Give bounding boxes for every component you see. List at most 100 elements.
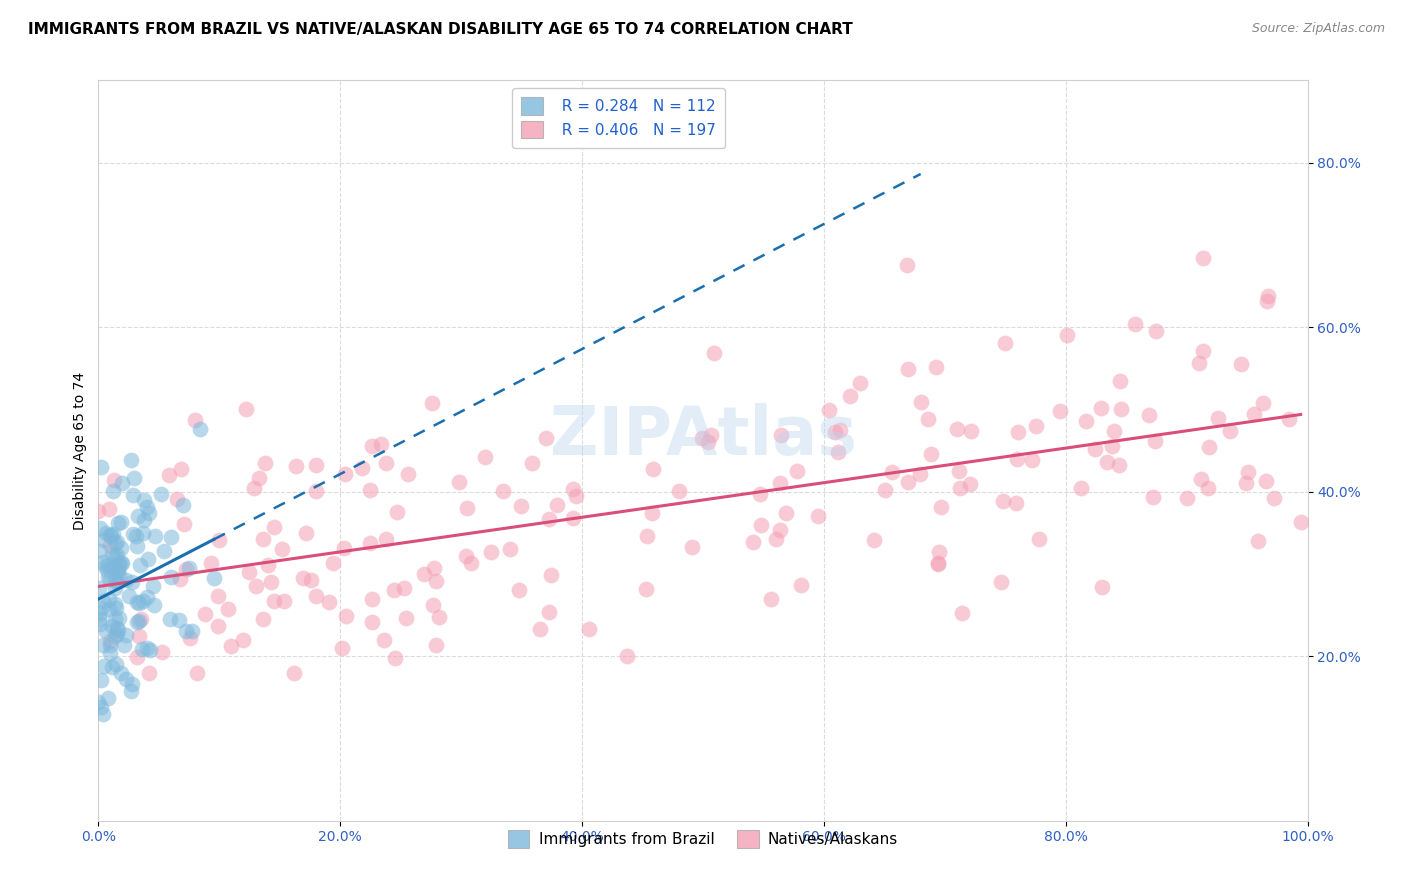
Point — [87, 612, 110, 626]
Point — [1256, 293, 1278, 308]
Point — [91, 555, 114, 569]
Point — [285, 459, 308, 474]
Point — [786, 464, 808, 478]
Point — [150, 645, 173, 659]
Point — [125, 540, 148, 554]
Text: ZIPAtlas: ZIPAtlas — [550, 402, 856, 468]
Point — [98, 633, 121, 648]
Point — [359, 535, 381, 549]
Point — [110, 556, 132, 570]
Point — [917, 412, 939, 426]
Point — [93, 533, 115, 547]
Point — [1108, 458, 1130, 472]
Point — [111, 556, 134, 570]
Point — [396, 467, 419, 481]
Point — [422, 598, 444, 612]
Point — [200, 556, 222, 570]
Point — [960, 424, 983, 438]
Point — [169, 613, 191, 627]
Point — [87, 504, 110, 518]
Point — [395, 611, 418, 625]
Point — [90, 459, 112, 474]
Point — [374, 532, 396, 546]
Point — [927, 557, 949, 571]
Point — [910, 395, 932, 409]
Point — [370, 437, 392, 451]
Point — [128, 596, 150, 610]
Point — [105, 621, 128, 635]
Point — [177, 560, 200, 574]
Point — [456, 501, 478, 516]
Point — [120, 452, 142, 467]
Point — [897, 362, 920, 376]
Point — [425, 638, 447, 652]
Point — [114, 628, 136, 642]
Point — [742, 535, 765, 549]
Point — [118, 589, 141, 603]
Point — [105, 548, 128, 562]
Point — [260, 575, 283, 590]
Point — [616, 648, 638, 663]
Point — [125, 615, 148, 629]
Point — [697, 434, 720, 449]
Point — [1206, 411, 1229, 425]
Point — [824, 425, 846, 439]
Text: IMMIGRANTS FROM BRAZIL VS NATIVE/ALASKAN DISABILITY AGE 65 TO 74 CORRELATION CHA: IMMIGRANTS FROM BRAZIL VS NATIVE/ALASKAN… — [28, 22, 853, 37]
Point — [89, 581, 111, 595]
Point — [295, 525, 318, 540]
Point — [104, 600, 127, 615]
Point — [98, 592, 121, 607]
Point — [135, 500, 157, 514]
Point — [373, 633, 395, 648]
Point — [361, 615, 384, 629]
Point — [142, 579, 165, 593]
Point — [305, 483, 328, 498]
Point — [292, 571, 315, 585]
Point — [790, 578, 813, 592]
Point — [96, 624, 118, 638]
Point — [751, 518, 773, 533]
Point — [508, 582, 530, 597]
Point — [413, 566, 436, 581]
Point — [104, 597, 127, 611]
Point — [273, 593, 295, 607]
Legend: Immigrants from Brazil, Natives/Alaskans: Immigrants from Brazil, Natives/Alaskans — [502, 824, 904, 854]
Point — [235, 402, 257, 417]
Point — [1263, 491, 1285, 505]
Point — [1090, 401, 1112, 415]
Point — [283, 665, 305, 680]
Point — [927, 557, 949, 571]
Point — [690, 431, 713, 445]
Point — [385, 506, 408, 520]
Point — [1102, 425, 1125, 439]
Point — [169, 573, 191, 587]
Point — [87, 695, 110, 709]
Point — [105, 563, 128, 577]
Point — [207, 589, 229, 603]
Point — [157, 468, 180, 483]
Point — [166, 491, 188, 506]
Point — [138, 507, 160, 521]
Point — [120, 684, 142, 698]
Point — [122, 526, 145, 541]
Point — [143, 598, 166, 612]
Point — [174, 624, 197, 638]
Point — [153, 544, 176, 558]
Point — [863, 533, 886, 548]
Point — [384, 651, 406, 665]
Point — [159, 612, 181, 626]
Point — [1004, 496, 1026, 510]
Point — [97, 570, 120, 584]
Point — [499, 542, 522, 557]
Point — [90, 673, 112, 688]
Point — [184, 412, 207, 426]
Point — [1256, 474, 1278, 488]
Point — [128, 629, 150, 643]
Point — [332, 541, 354, 555]
Point — [1074, 414, 1097, 428]
Point — [110, 666, 132, 681]
Point — [104, 549, 127, 564]
Point — [91, 594, 114, 608]
Point — [136, 640, 159, 655]
Point — [959, 476, 981, 491]
